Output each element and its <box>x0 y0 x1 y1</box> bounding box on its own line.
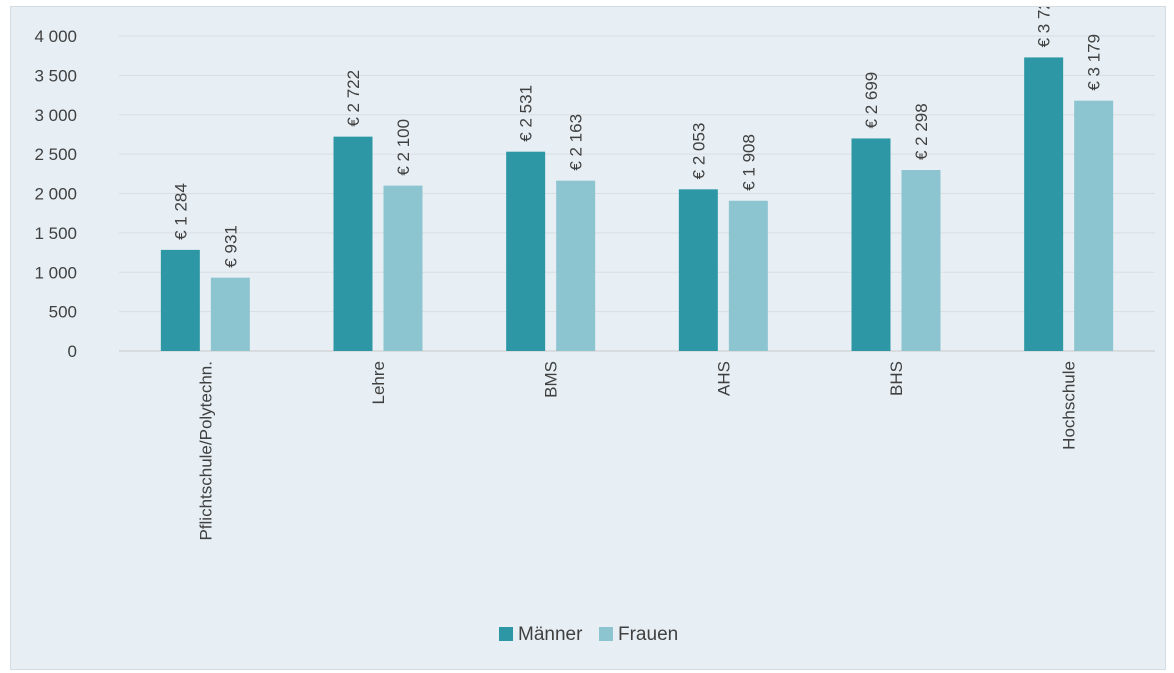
x-tick-label: Lehre <box>369 361 388 404</box>
data-label: € 3 728 <box>1035 7 1054 47</box>
y-tick-label: 3 500 <box>34 66 77 85</box>
y-axis-ticks: 0 500 1 000 1 500 2 000 2 500 3 000 3 500 4 000 <box>34 27 77 361</box>
data-label: € 3 179 <box>1085 34 1104 91</box>
data-labels: € 1 284 € 931 € 2 722 € 2 100 € 2 531 € 2 163… <box>171 7 1103 268</box>
legend-swatch <box>599 627 613 641</box>
y-tick-label: 4 000 <box>34 27 77 46</box>
data-label: € 931 <box>221 225 240 268</box>
y-tick-label: 2 500 <box>34 145 77 164</box>
bar-frauen <box>728 200 768 351</box>
bar-männer <box>160 249 200 351</box>
data-label: € 2 163 <box>567 114 586 171</box>
y-tick-label: 0 <box>68 342 77 361</box>
bar-männer <box>851 138 891 351</box>
x-axis-ticks: Pflichtschule/Polytechn. Lehre BMS AHS BHS Ho… <box>196 361 1078 541</box>
legend-label: Frauen <box>618 624 678 645</box>
data-label: € 2 100 <box>394 119 413 176</box>
data-label: € 2 531 <box>517 85 536 142</box>
data-label: € 2 298 <box>912 103 931 160</box>
y-tick-label: 1 500 <box>34 224 77 243</box>
x-tick-label: BHS <box>887 361 906 396</box>
bars <box>160 57 1114 352</box>
y-tick-label: 500 <box>49 303 77 322</box>
bar-frauen <box>1074 100 1114 351</box>
bar-männer <box>333 136 373 351</box>
bar-männer <box>1024 57 1064 352</box>
x-tick-label: AHS <box>714 361 733 396</box>
chart-panel: 0 500 1 000 1 500 2 000 2 500 3 000 3 500 4 000 … <box>10 6 1166 670</box>
x-tick-label: BMS <box>542 361 561 398</box>
legend-label: Männer <box>518 624 583 645</box>
y-tick-label: 2 000 <box>34 185 77 204</box>
x-tick-label: Pflichtschule/Polytechn. <box>196 361 215 541</box>
legend-swatch <box>499 627 513 641</box>
bar-frauen <box>383 185 423 351</box>
bar-frauen <box>210 277 250 351</box>
bar-männer <box>506 151 546 351</box>
data-label: € 2 699 <box>862 72 881 129</box>
data-label: € 1 284 <box>171 183 190 240</box>
bar-frauen <box>901 170 941 351</box>
x-tick-label: Hochschule <box>1060 361 1079 450</box>
data-label: € 1 908 <box>739 134 758 191</box>
y-tick-label: 1 000 <box>34 263 77 282</box>
data-label: € 2 053 <box>689 123 708 180</box>
gridlines <box>119 35 1155 352</box>
legend: Männer Frauen <box>499 624 678 645</box>
data-label: € 2 722 <box>344 70 363 127</box>
bar-männer <box>678 189 718 351</box>
bar-frauen <box>556 180 596 351</box>
y-tick-label: 3 000 <box>34 106 77 125</box>
